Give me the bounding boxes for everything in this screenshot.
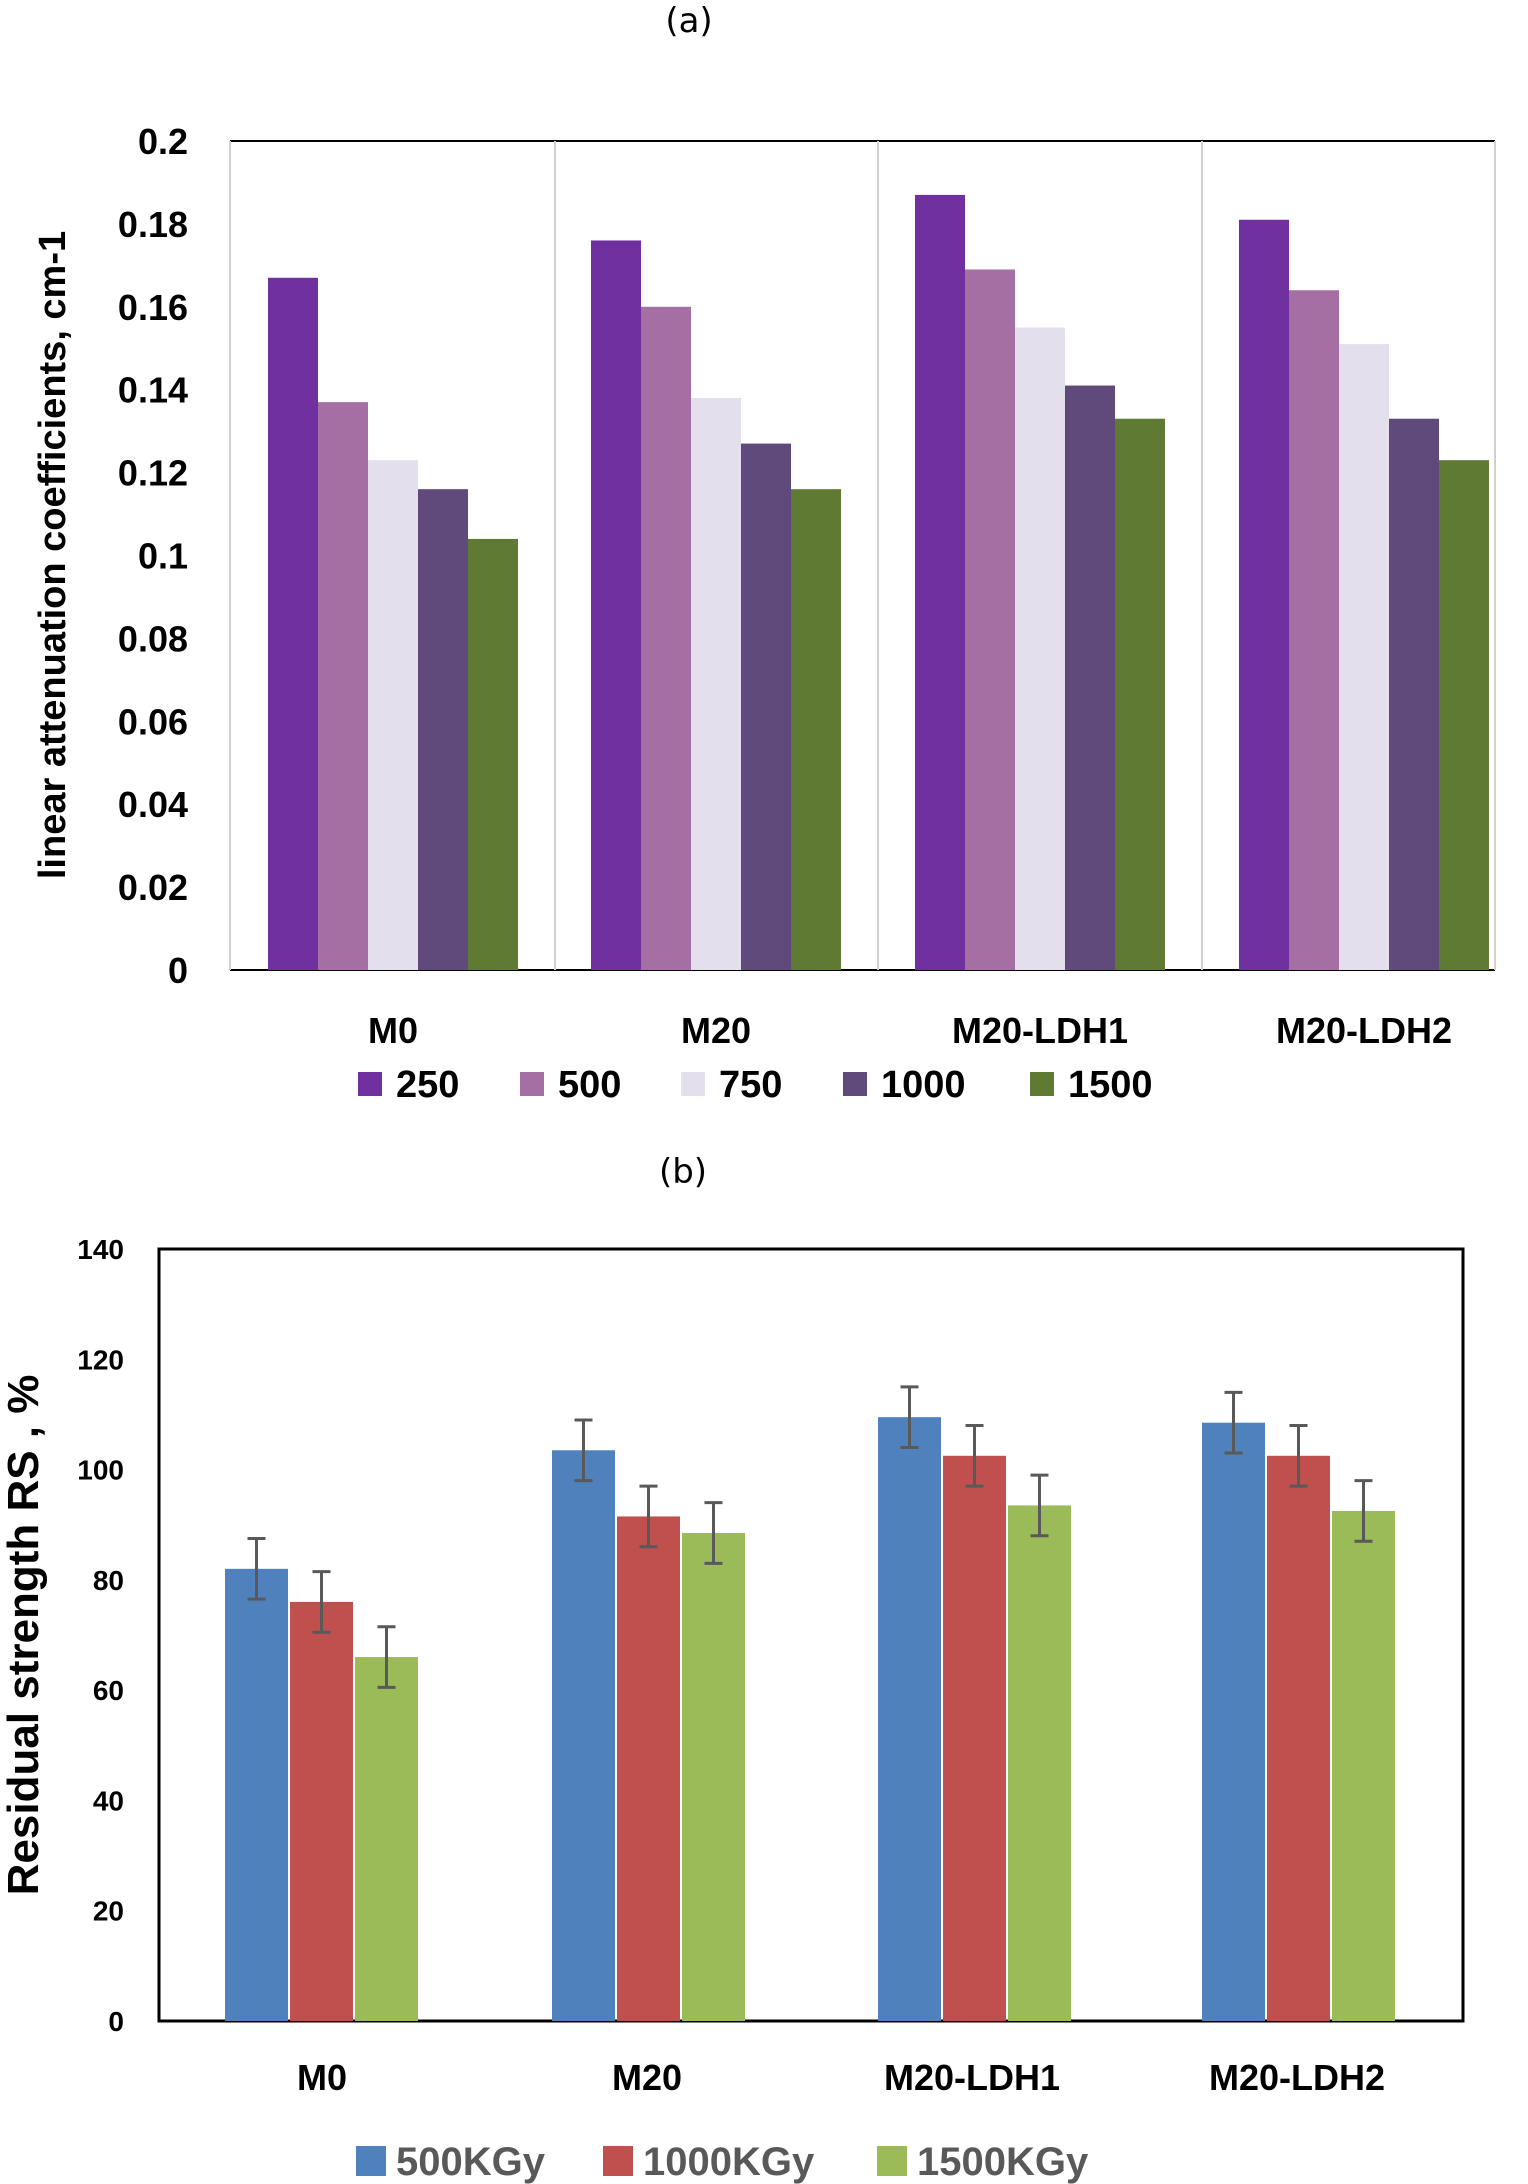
y-tick-label: 0.2 [138, 121, 188, 162]
legend-swatch-1000 [843, 1072, 867, 1096]
y-tick-label: 0 [168, 950, 188, 991]
chart-b: (b) 0 20 40 60 80 100 120 140 M0 M20 M20-LDH1 M20-… [0, 1152, 1465, 2184]
legend-label-1000: 1000 [881, 1064, 966, 1106]
bar-1000kgy-m20 [617, 1516, 680, 2021]
legend-swatch-1000kgy [603, 2146, 633, 2176]
x-tick-label-m20-ldh2: M20-LDH2 [1209, 2057, 1385, 2098]
y-tick-label: 0.06 [118, 701, 188, 742]
bar-500kgy-m20-ldh1 [878, 1417, 941, 2021]
bar-1000kgy-m0 [290, 1601, 353, 2021]
legend-label-1500: 1500 [1068, 1064, 1153, 1106]
legend-swatch-500 [520, 1072, 544, 1096]
legend-swatch-500kgy [356, 2146, 386, 2176]
legend-label-1500kgy: 1500KGy [917, 2140, 1089, 2184]
bar-750-m20 [691, 397, 741, 970]
bar-1000-m20-ldh2 [1389, 418, 1439, 971]
bar-1000-m20-ldh1 [1065, 385, 1115, 970]
bar-250-m20-ldh2 [1239, 219, 1289, 970]
bar-1000-m0 [418, 489, 468, 970]
y-tick-label: 0 [108, 2006, 124, 2037]
bar-1500kgy-m20 [682, 1532, 745, 2021]
bar-1000kgy-m20-ldh2 [1267, 1455, 1330, 2021]
y-tick-label: 140 [77, 1234, 124, 1265]
bar-1500-m0 [468, 538, 518, 970]
y-tick-label: 0.04 [118, 784, 188, 825]
bar-250-m20 [591, 240, 641, 971]
bar-500-m20 [641, 306, 691, 970]
x-tick-label-m20-ldh2: M20-LDH2 [1276, 1010, 1452, 1051]
bar-500-m20-ldh1 [965, 269, 1015, 970]
x-tick-label-m20: M20 [612, 2057, 682, 2098]
chart-a-x-axis: M0 M20 M20-LDH1 M20-LDH2 [368, 1010, 1452, 1051]
legend-label-750: 750 [719, 1064, 782, 1106]
y-tick-label: 0.1 [138, 536, 188, 577]
y-tick-label: 40 [93, 1785, 124, 1816]
y-tick-label: 80 [93, 1565, 124, 1596]
bar-1500kgy-m20-ldh1 [1008, 1505, 1071, 2021]
chart-a-bars [268, 194, 1489, 971]
x-tick-label-m20: M20 [681, 1010, 751, 1051]
bar-1500-m20 [791, 489, 841, 970]
bar-1500kgy-m20-ldh2 [1332, 1510, 1395, 2021]
chart-b-bars [225, 1385, 1395, 2021]
legend-label-500kgy: 500KGy [396, 2140, 546, 2184]
y-tick-label: 100 [77, 1455, 124, 1486]
bar-250-m20-ldh1 [915, 194, 965, 970]
chart-b-x-axis: M0 M20 M20-LDH1 M20-LDH2 [297, 2057, 1385, 2098]
chart-b-plot-frame [157, 1247, 1465, 2023]
bar-500kgy-m20-ldh2 [1202, 1422, 1265, 2021]
x-tick-label-m20-ldh1: M20-LDH1 [884, 2057, 1060, 2098]
bar-750-m0 [368, 460, 418, 970]
y-tick-label: 20 [93, 1896, 124, 1927]
chart-b-y-axis: 0 20 40 60 80 100 120 140 [77, 1234, 124, 2037]
legend-label-250: 250 [396, 1064, 459, 1106]
y-tick-label: 0.12 [118, 453, 188, 494]
legend-swatch-1500kgy [877, 2146, 907, 2176]
legend-swatch-250 [358, 1072, 382, 1096]
bar-500-m20-ldh2 [1289, 290, 1339, 971]
x-tick-label-m0: M0 [297, 2057, 347, 2098]
legend-label-1000kgy: 1000KGy [643, 2140, 815, 2184]
bar-1000kgy-m20-ldh1 [943, 1455, 1006, 2021]
x-tick-label-m20-ldh1: M20-LDH1 [952, 1010, 1128, 1051]
panel-a-label: (a) [665, 1, 712, 41]
chart-a-legend: 250 500 750 1000 1500 [358, 1064, 1153, 1106]
y-tick-label: 0.18 [118, 204, 188, 245]
panel-b-label: (b) [659, 1152, 707, 1192]
y-tick-label: 60 [93, 1675, 124, 1706]
bar-500kgy-m0 [225, 1568, 288, 2021]
bar-750-m20-ldh1 [1015, 327, 1065, 970]
y-tick-label: 120 [77, 1344, 124, 1375]
y-tick-label: 0.02 [118, 867, 188, 908]
legend-swatch-750 [681, 1072, 705, 1096]
bar-500kgy-m20 [552, 1450, 615, 2021]
y-tick-label: 0.16 [118, 287, 188, 328]
x-tick-label-m0: M0 [368, 1010, 418, 1051]
bar-1500kgy-m0 [355, 1657, 418, 2021]
chart-b-legend: 500KGy 1000KGy 1500KGy [356, 2140, 1089, 2184]
chart-b-y-axis-title: Residual strength RS , % [0, 1375, 48, 1896]
chart-a-y-axis: 0 0.02 0.04 0.06 0.08 0.1 0.12 0.14 0.16 0.18 0.2 [118, 121, 188, 991]
legend-swatch-1500 [1030, 1072, 1054, 1096]
legend-label-500: 500 [558, 1064, 621, 1106]
chart-a: (a) 0 0.02 0.04 0.06 0.08 0.1 0.12 0.14 0.16 0.18… [32, 1, 1496, 1106]
y-tick-label: 0.08 [118, 618, 188, 659]
chart-a-y-axis-title: linear attenuation coefficients, cm-1 [32, 231, 74, 879]
bar-250-m0 [268, 277, 318, 970]
bar-750-m20-ldh2 [1339, 344, 1389, 971]
bar-1500-m20-ldh2 [1439, 460, 1489, 970]
bar-500-m0 [318, 402, 368, 970]
bar-1000-m20 [741, 443, 791, 971]
bar-1500-m20-ldh1 [1115, 418, 1165, 971]
y-tick-label: 0.14 [118, 370, 188, 411]
